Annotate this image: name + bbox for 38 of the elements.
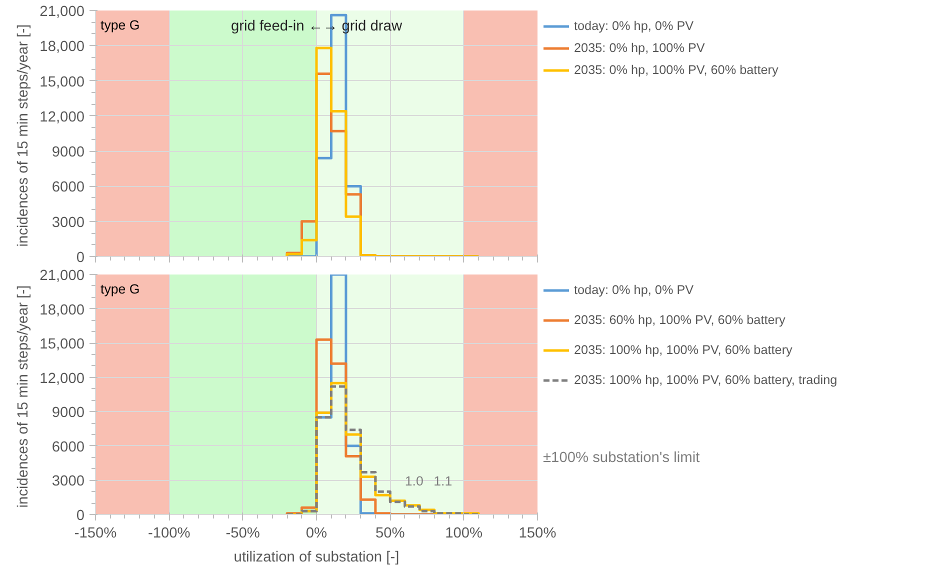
legend-label: 2035: 100% hp, 100% PV, 60% battery — [574, 342, 792, 358]
x-tick-label: -150% — [74, 526, 117, 542]
annotation: 1.0 — [404, 474, 424, 489]
y-axis-title: incidences of 15 min steps/year [-] — [16, 24, 32, 247]
y-tick-label: 3000 — [52, 474, 85, 490]
y-tick-label: 12,000 — [40, 370, 84, 387]
legend-label: today: 0% hp, 0% PV — [574, 18, 694, 34]
annotation: type G — [100, 282, 140, 296]
y-tick-label: 0 — [76, 250, 85, 266]
y-tick-label: 21,000 — [40, 268, 84, 284]
y-tick-label: 15,000 — [40, 336, 84, 353]
y-tick-label: 18,000 — [40, 302, 84, 318]
y-tick-label: 12,000 — [40, 109, 84, 126]
x-tick-label: 0% — [306, 526, 328, 542]
y-tick-label: 6000 — [52, 180, 85, 196]
y-tick-label: 3000 — [52, 214, 85, 231]
y-tick-label: 0 — [76, 508, 85, 524]
legend-label: 2035: 60% hp, 100% PV, 60% battery — [574, 312, 786, 328]
y-axis-title: incidences of 15 min steps/year [-] — [16, 285, 32, 508]
text: ±100% substation's limit — [543, 450, 701, 466]
legend-label: 2035: 100% hp, 100% PV, 60% battery, trading — [574, 372, 838, 388]
x-tick-label: 100% — [445, 526, 483, 542]
y-tick-label: 9000 — [52, 144, 85, 161]
x-tick-label: -100% — [148, 526, 190, 542]
y-tick-label: 6000 — [52, 439, 85, 456]
y-tick-label: 21,000 — [40, 4, 84, 20]
legend-label: 2035: 0% hp, 100% PV — [574, 40, 705, 56]
x-tick-label: 150% — [518, 526, 556, 542]
x-axis-title: utilization of substation [-] — [234, 550, 400, 566]
y-tick-label: 18,000 — [40, 39, 84, 56]
annotation: type G — [100, 18, 140, 32]
y-tick-label: 15,000 — [40, 74, 84, 90]
x-tick-label: 50% — [376, 526, 405, 542]
legend-label: today: 0% hp, 0% PV — [574, 282, 694, 298]
legend-label: 2035: 0% hp, 100% PV, 60% battery — [574, 62, 778, 78]
y-tick-label: 9000 — [52, 405, 85, 422]
annotation: 1.1 — [434, 474, 452, 489]
x-tick-label: -50% — [226, 526, 260, 542]
